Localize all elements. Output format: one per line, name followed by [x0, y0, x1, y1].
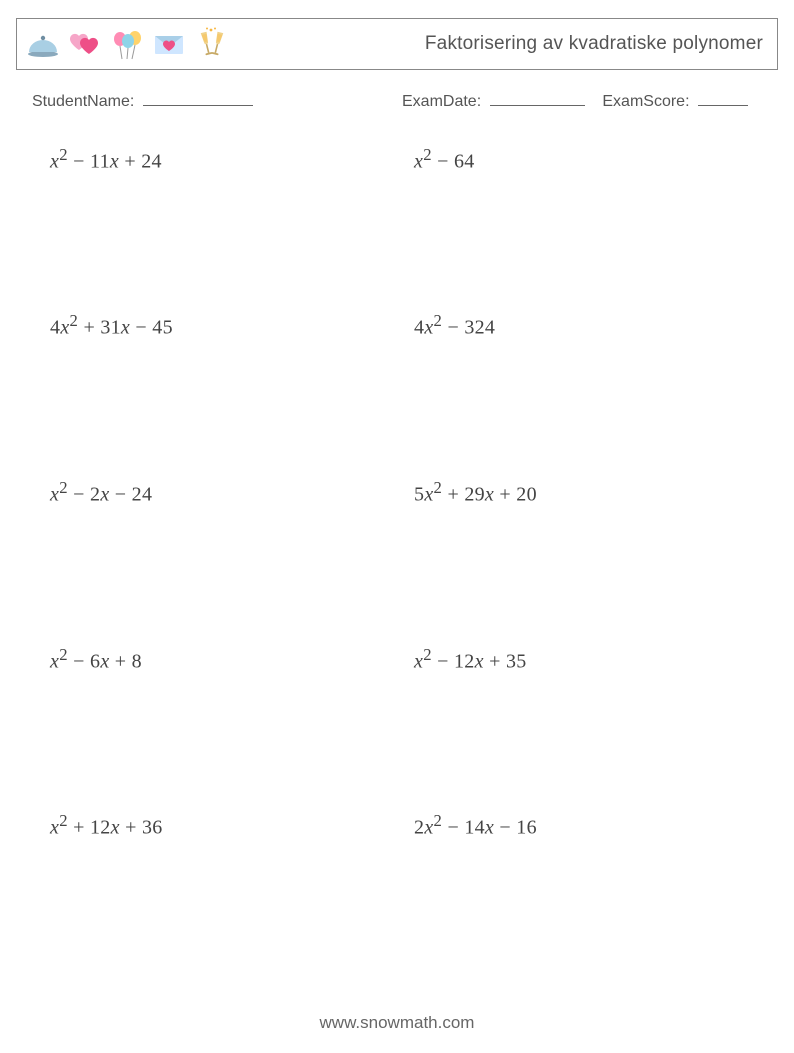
worksheet-page: Faktorisering av kvadratiske polynomer S… — [0, 0, 794, 1053]
hearts-icon — [67, 26, 103, 62]
exam-date-blank[interactable] — [490, 88, 585, 106]
exam-score-blank[interactable] — [698, 88, 748, 106]
problem-6: 5x2 + 29x + 20 — [414, 478, 778, 507]
cloche-icon — [25, 26, 61, 62]
problems-grid: x2 − 11x + 24x2 − 64 4x2 + 31x − 454x2 − … — [16, 145, 778, 840]
exam-score-label: ExamScore: — [602, 93, 689, 110]
problem-8: x2 − 12x + 35 — [414, 645, 778, 674]
balloons-icon — [109, 26, 145, 62]
student-name-blank[interactable] — [143, 88, 253, 106]
problem-7: x2 − 6x + 8 — [50, 645, 414, 674]
page-title: Faktorisering av kvadratiske polynomer — [425, 33, 763, 55]
problem-9: x2 + 12x + 36 — [50, 811, 414, 840]
problem-2: x2 − 64 — [414, 145, 778, 174]
problem-10: 2x2 − 14x − 16 — [414, 811, 778, 840]
meta-line: StudentName: ExamDate: ExamScore: — [16, 88, 778, 111]
problem-3: 4x2 + 31x − 45 — [50, 311, 414, 340]
problem-4: 4x2 − 324 — [414, 311, 778, 340]
problem-5: x2 − 2x − 24 — [50, 478, 414, 507]
exam-date-label: ExamDate: — [402, 93, 481, 110]
header-icons — [25, 26, 229, 62]
header-box: Faktorisering av kvadratiske polynomer — [16, 18, 778, 70]
love-letter-icon — [151, 26, 187, 62]
problem-1: x2 − 11x + 24 — [50, 145, 414, 174]
champagne-icon — [193, 26, 229, 62]
student-name-label: StudentName: — [32, 93, 134, 110]
footer-url: www.snowmath.com — [0, 1013, 794, 1033]
